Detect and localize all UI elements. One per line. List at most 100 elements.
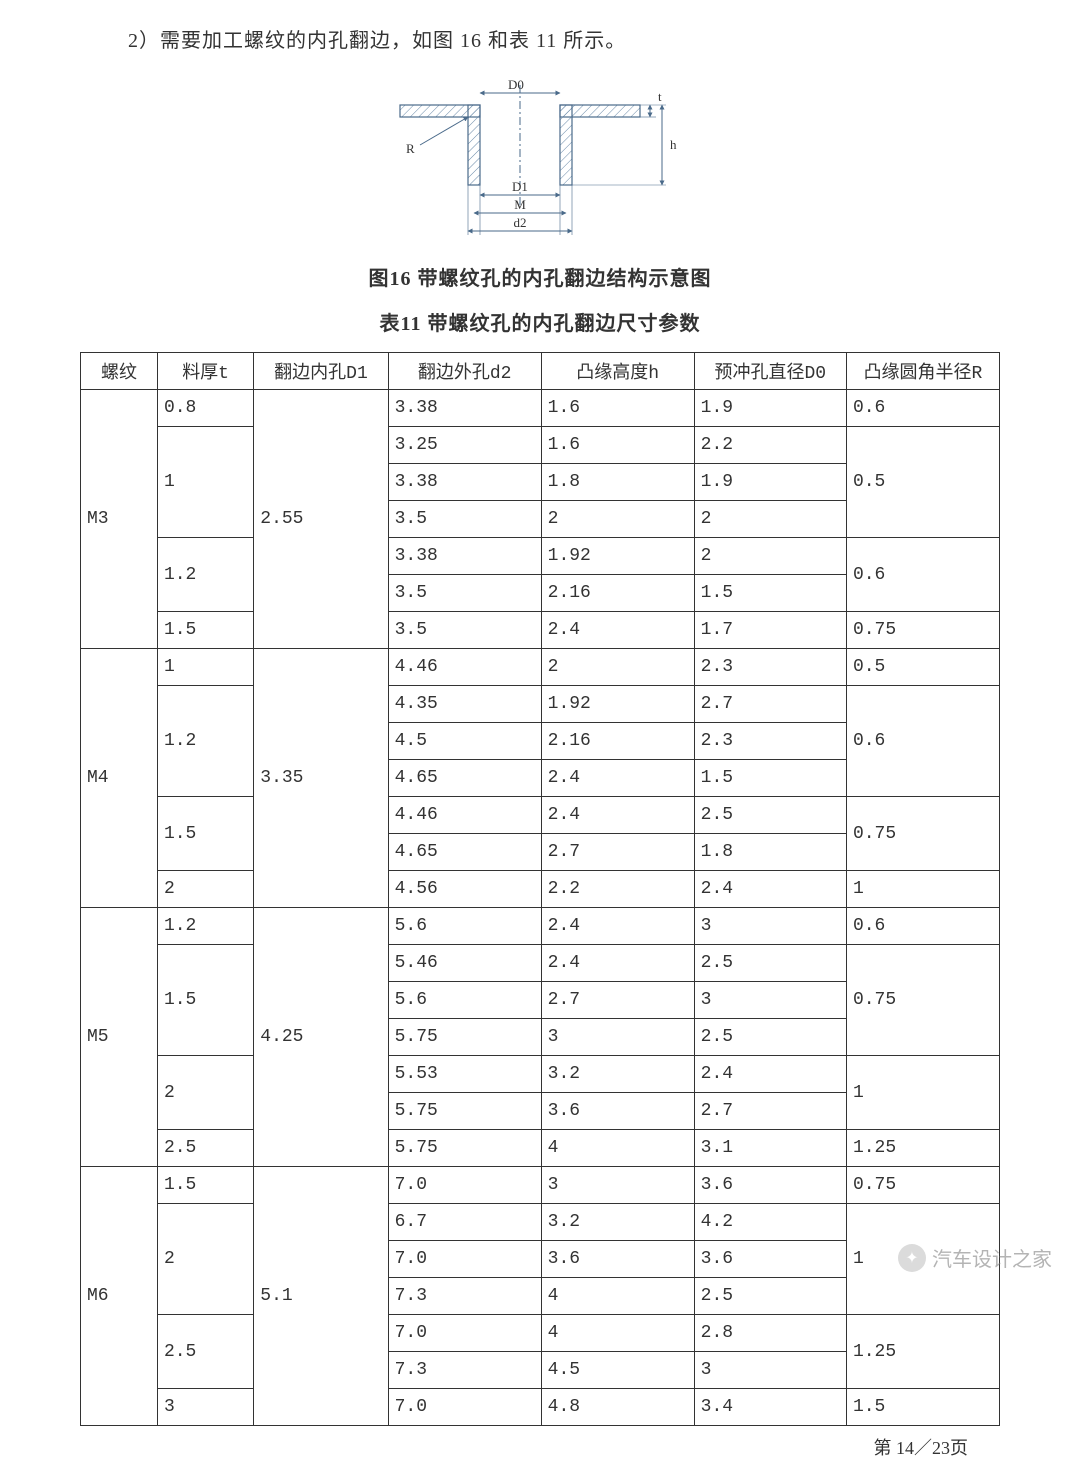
figure-caption: 图16 带螺纹孔的内孔翻边结构示意图 (48, 262, 1032, 291)
cell-D1: 5.1 (254, 1167, 388, 1426)
cell-d2: 3.5 (388, 501, 541, 538)
table-column-header: 预冲孔直径D0 (694, 353, 846, 390)
cell-R: 1 (846, 1056, 999, 1130)
cell-D0: 2.5 (694, 1278, 846, 1315)
cell-R: 0.6 (846, 390, 999, 427)
cell-h: 1.92 (541, 686, 694, 723)
figure-16-diagram: D0 t h R D1 M d2 (48, 65, 1032, 250)
table-row: 1.23.381.9220.6 (81, 538, 1000, 575)
cell-d2: 5.53 (388, 1056, 541, 1093)
table-row: M51.24.255.62.430.6 (81, 908, 1000, 945)
table-row: 2.55.7543.11.25 (81, 1130, 1000, 1167)
cell-t: 2.5 (157, 1130, 253, 1167)
cell-D0: 2.2 (694, 427, 846, 464)
cell-D0: 1.5 (694, 575, 846, 612)
cell-thread: M4 (81, 649, 158, 908)
cell-d2: 7.0 (388, 1241, 541, 1278)
cell-h: 4 (541, 1278, 694, 1315)
cell-t: 1 (157, 649, 253, 686)
cell-h: 4.5 (541, 1352, 694, 1389)
cell-t: 2 (157, 1204, 253, 1315)
table-row: 1.55.462.42.50.75 (81, 945, 1000, 982)
cell-t: 1.2 (157, 908, 253, 945)
cell-D1: 2.55 (254, 390, 388, 649)
cell-D0: 2.5 (694, 945, 846, 982)
wechat-icon: ✦ (898, 1244, 926, 1272)
cell-t: 1 (157, 427, 253, 538)
cell-D0: 2.4 (694, 871, 846, 908)
cell-D0: 1.9 (694, 390, 846, 427)
cell-d2: 4.56 (388, 871, 541, 908)
cell-t: 1.2 (157, 538, 253, 612)
cell-R: 0.5 (846, 649, 999, 686)
table-row: M30.82.553.381.61.90.6 (81, 390, 1000, 427)
cell-thread: M3 (81, 390, 158, 649)
table-row: 24.562.22.41 (81, 871, 1000, 908)
watermark: ✦ 汽车设计之家 (898, 1243, 1052, 1272)
cell-D0: 2.3 (694, 649, 846, 686)
cell-R: 0.75 (846, 1167, 999, 1204)
cell-R: 0.6 (846, 686, 999, 797)
label-D1: D1 (512, 179, 528, 194)
table-column-header: 螺纹 (81, 353, 158, 390)
table-column-header: 凸缘圆角半径R (846, 353, 999, 390)
cell-h: 1.8 (541, 464, 694, 501)
cell-D0: 2.7 (694, 1093, 846, 1130)
cell-h: 1.92 (541, 538, 694, 575)
cell-D0: 1.8 (694, 834, 846, 871)
table-column-header: 翻边外孔d2 (388, 353, 541, 390)
cell-d2: 7.3 (388, 1352, 541, 1389)
cell-d2: 7.0 (388, 1389, 541, 1426)
cell-t: 0.8 (157, 390, 253, 427)
cell-h: 2.16 (541, 723, 694, 760)
table-row: 1.53.52.41.70.75 (81, 612, 1000, 649)
cell-R: 0.6 (846, 538, 999, 612)
cell-d2: 7.0 (388, 1167, 541, 1204)
cell-t: 1.5 (157, 797, 253, 871)
cell-R: 0.6 (846, 908, 999, 945)
cell-h: 1.6 (541, 427, 694, 464)
cell-t: 1.2 (157, 686, 253, 797)
cell-D0: 3.4 (694, 1389, 846, 1426)
cell-d2: 4.46 (388, 797, 541, 834)
cell-D0: 1.9 (694, 464, 846, 501)
cell-h: 4 (541, 1130, 694, 1167)
cell-h: 2.4 (541, 760, 694, 797)
cell-d2: 4.35 (388, 686, 541, 723)
cell-D0: 2.5 (694, 1019, 846, 1056)
table-row: M413.354.4622.30.5 (81, 649, 1000, 686)
cell-h: 2.4 (541, 908, 694, 945)
table-row: 13.251.62.20.5 (81, 427, 1000, 464)
cell-t: 1.5 (157, 945, 253, 1056)
table-row: 1.24.351.922.70.6 (81, 686, 1000, 723)
cell-h: 3 (541, 1167, 694, 1204)
label-d2: d2 (514, 215, 527, 230)
cell-h: 4 (541, 1315, 694, 1352)
cell-D0: 2.8 (694, 1315, 846, 1352)
cell-h: 1.6 (541, 390, 694, 427)
cell-D1: 3.35 (254, 649, 388, 908)
cell-R: 0.75 (846, 797, 999, 871)
label-t: t (658, 89, 662, 104)
cell-d2: 4.5 (388, 723, 541, 760)
cell-R: 1.25 (846, 1130, 999, 1167)
cell-D0: 3.6 (694, 1241, 846, 1278)
label-M: M (514, 197, 526, 212)
cell-D0: 2.7 (694, 686, 846, 723)
cell-t: 1.5 (157, 612, 253, 649)
cell-D0: 3.6 (694, 1167, 846, 1204)
cell-t: 2 (157, 871, 253, 908)
cell-h: 2.7 (541, 834, 694, 871)
cell-t: 1.5 (157, 1167, 253, 1204)
cell-h: 2.7 (541, 982, 694, 1019)
cell-h: 3.6 (541, 1241, 694, 1278)
cell-D0: 3 (694, 982, 846, 1019)
cell-D1: 4.25 (254, 908, 388, 1167)
cell-d2: 5.75 (388, 1019, 541, 1056)
cell-d2: 3.38 (388, 390, 541, 427)
cell-h: 2.4 (541, 612, 694, 649)
cell-d2: 4.46 (388, 649, 541, 686)
cell-d2: 3.38 (388, 464, 541, 501)
cell-thread: M5 (81, 908, 158, 1167)
table-column-header: 料厚t (157, 353, 253, 390)
